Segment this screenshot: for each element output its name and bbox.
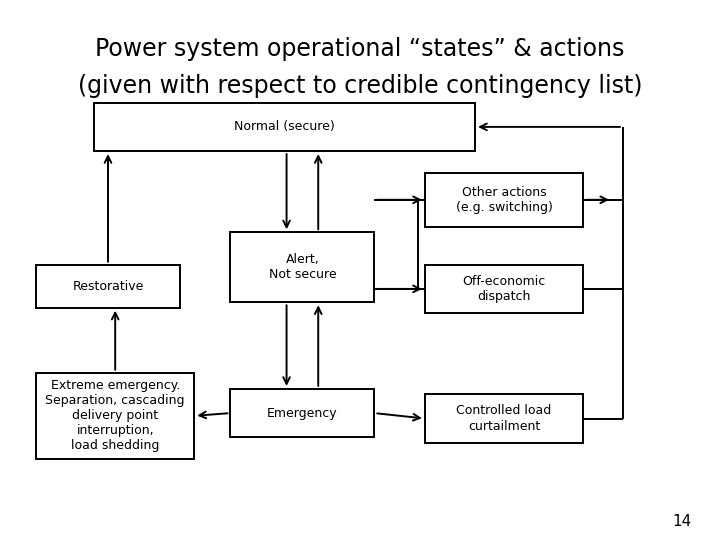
Text: Controlled load
curtailment: Controlled load curtailment	[456, 404, 552, 433]
Bar	[425, 394, 583, 443]
Text: Off-economic
dispatch: Off-economic dispatch	[462, 275, 546, 303]
Text: (given with respect to credible contingency list): (given with respect to credible continge…	[78, 75, 642, 98]
Bar	[230, 389, 374, 437]
Bar	[36, 265, 180, 308]
Bar	[425, 173, 583, 227]
Text: Extreme emergency.
Separation, cascading
delivery point
interruption,
load shedd: Extreme emergency. Separation, cascading…	[45, 379, 185, 453]
Bar	[425, 265, 583, 313]
Bar	[230, 232, 374, 302]
Bar	[94, 103, 475, 151]
Text: Power system operational “states” & actions: Power system operational “states” & acti…	[95, 37, 625, 60]
Text: 14: 14	[672, 514, 691, 529]
Text: Emergency: Emergency	[267, 407, 338, 420]
Text: Normal (secure): Normal (secure)	[234, 120, 335, 133]
Text: Other actions
(e.g. switching): Other actions (e.g. switching)	[456, 186, 552, 214]
Text: Alert,
Not secure: Alert, Not secure	[269, 253, 336, 281]
Text: Restorative: Restorative	[72, 280, 144, 293]
Bar	[36, 373, 194, 459]
